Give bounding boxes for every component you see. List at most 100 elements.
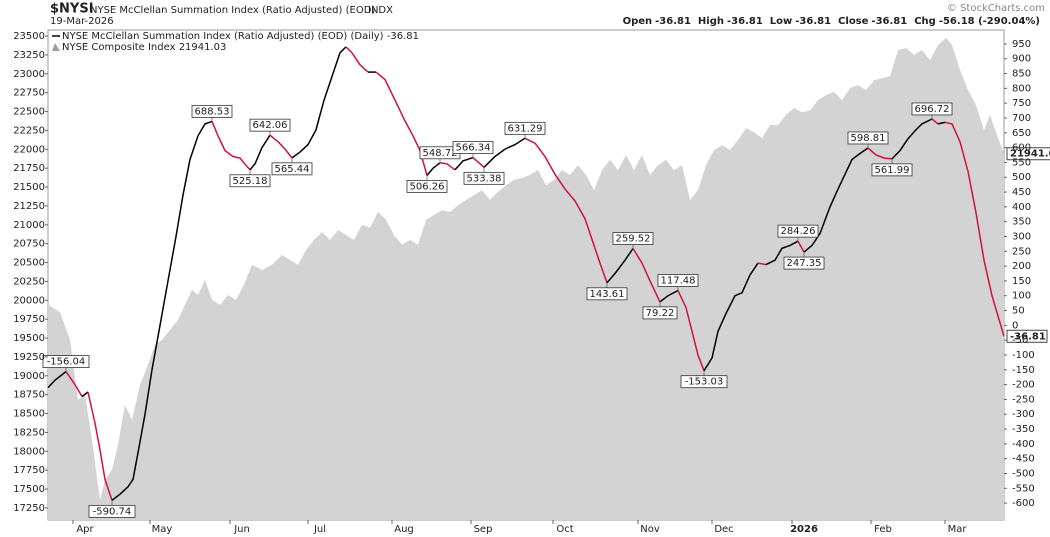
line-segment xyxy=(606,248,634,284)
y-tick-label: 19750 xyxy=(13,314,45,325)
line-segment xyxy=(797,240,805,253)
data-label-box xyxy=(783,256,825,270)
data-label: 117.48 xyxy=(661,276,696,287)
data-label: 566.34 xyxy=(456,143,491,154)
y2-tick-label: 950 xyxy=(1012,39,1031,50)
data-label-box xyxy=(191,104,233,118)
y2-tick-label: -300 xyxy=(1012,409,1035,420)
y2-tick-label: -500 xyxy=(1012,468,1035,479)
data-label-box xyxy=(406,179,448,193)
y-tick-label: 21000 xyxy=(13,220,45,231)
data-label-box xyxy=(504,121,546,135)
quote-item: Low xyxy=(770,16,792,27)
quote: Open -36.81 High -36.81 Low -36.81 Close -36.81… xyxy=(623,16,1040,27)
y-tick-label: 19500 xyxy=(13,333,45,344)
y-tick-label: 19000 xyxy=(13,371,45,382)
y2-tick-label: -250 xyxy=(1012,394,1035,405)
y2-tick-label: 350 xyxy=(1012,217,1031,228)
quote-item: -36.81 xyxy=(871,16,907,27)
y2-tick-label: 100 xyxy=(1012,291,1031,302)
last-value-tag xyxy=(1006,329,1048,343)
data-label-box xyxy=(680,375,728,389)
y-tick-label: 21750 xyxy=(13,163,45,174)
line-segment xyxy=(803,147,869,253)
x-tick-label: Sep xyxy=(474,524,493,535)
y2-tick-label: 500 xyxy=(1012,172,1031,183)
y-tick-label: 18750 xyxy=(13,390,45,401)
data-label: -153.03 xyxy=(685,377,724,388)
y2-tick-label: 600 xyxy=(1012,143,1031,154)
y2-tick-label: 200 xyxy=(1012,261,1031,272)
line-segment xyxy=(454,156,474,171)
x-tick-label: Dec xyxy=(714,524,733,535)
y2-tick-label: -600 xyxy=(1012,498,1035,509)
y2-tick-label: -350 xyxy=(1012,424,1035,435)
data-label-box xyxy=(911,102,953,116)
exchange: INDX xyxy=(368,5,393,16)
y2-tick-label: 250 xyxy=(1012,246,1031,257)
line-segment xyxy=(891,118,933,160)
data-label: 631.29 xyxy=(508,123,543,134)
line-segment xyxy=(87,391,113,501)
y2-tick-label: -100 xyxy=(1012,350,1035,361)
data-label-box xyxy=(777,224,819,238)
x-tick-label: Feb xyxy=(874,524,892,535)
data-label-box xyxy=(642,306,678,320)
data-label: 561.99 xyxy=(875,165,910,176)
y-tick-label: 18250 xyxy=(13,427,45,438)
line-segment xyxy=(703,262,759,372)
data-label: 525.18 xyxy=(233,176,268,187)
y2-tick-label: 850 xyxy=(1012,69,1031,80)
description: NYSE McClellan Summation Index (Ratio Ad… xyxy=(90,5,375,16)
x-tick-label: Jul xyxy=(313,524,326,535)
plot-layer xyxy=(47,37,1005,521)
line-segment xyxy=(765,240,799,266)
y-tick-label: 22500 xyxy=(13,107,45,118)
y-tick-label: 21500 xyxy=(13,182,45,193)
y2-tick-label: 650 xyxy=(1012,128,1031,139)
line-segment xyxy=(524,137,608,284)
line-segment xyxy=(439,162,456,171)
x-tick-label: 2026 xyxy=(790,524,818,535)
y2-tick-label: 50 xyxy=(1012,306,1025,317)
line-segment xyxy=(81,391,89,398)
line-segment xyxy=(757,262,767,266)
y-tick-label: 23250 xyxy=(13,50,45,61)
line-segment xyxy=(931,118,939,125)
data-label: 642.06 xyxy=(253,120,288,131)
y-tick-label: 20000 xyxy=(13,295,45,306)
data-label: 548.72 xyxy=(423,148,458,159)
y-tick-label: 22000 xyxy=(13,144,45,155)
line-segment xyxy=(345,46,369,73)
data-label-box xyxy=(657,274,699,287)
y2-tick-label: 900 xyxy=(1012,54,1031,65)
last-value-label: 21941.0 xyxy=(1010,149,1050,160)
quote-item: Chg xyxy=(914,16,936,27)
y-tick-label: 18000 xyxy=(13,446,45,457)
y2-tick-label: 300 xyxy=(1012,231,1031,242)
quote-item: High xyxy=(698,16,724,27)
data-label-box xyxy=(847,131,889,145)
y2-tick-label: 400 xyxy=(1012,202,1031,213)
y-tick-label: 20250 xyxy=(13,276,45,287)
y-tick-label: 23000 xyxy=(13,69,45,80)
y2-tick-label: 700 xyxy=(1012,113,1031,124)
y-tick-label: 17250 xyxy=(13,503,45,514)
data-label-box xyxy=(586,287,628,301)
data-label: 284.26 xyxy=(781,226,816,237)
data-label-box xyxy=(871,163,913,177)
line-segment xyxy=(249,134,271,171)
data-label: 247.35 xyxy=(787,258,822,269)
line-segment xyxy=(269,134,293,159)
x-tick-label: May xyxy=(152,524,173,535)
y2-tick-label: -50 xyxy=(1012,335,1028,346)
quote-item: Open xyxy=(623,16,653,27)
y-tick-label: 17750 xyxy=(13,465,45,476)
x-tick-label: Oct xyxy=(556,524,573,535)
legend-swatch xyxy=(52,43,60,51)
line-segment xyxy=(867,147,893,160)
quote-item: -36.81 xyxy=(727,16,763,27)
data-label: 79.22 xyxy=(646,308,675,319)
line-segment xyxy=(65,371,83,397)
